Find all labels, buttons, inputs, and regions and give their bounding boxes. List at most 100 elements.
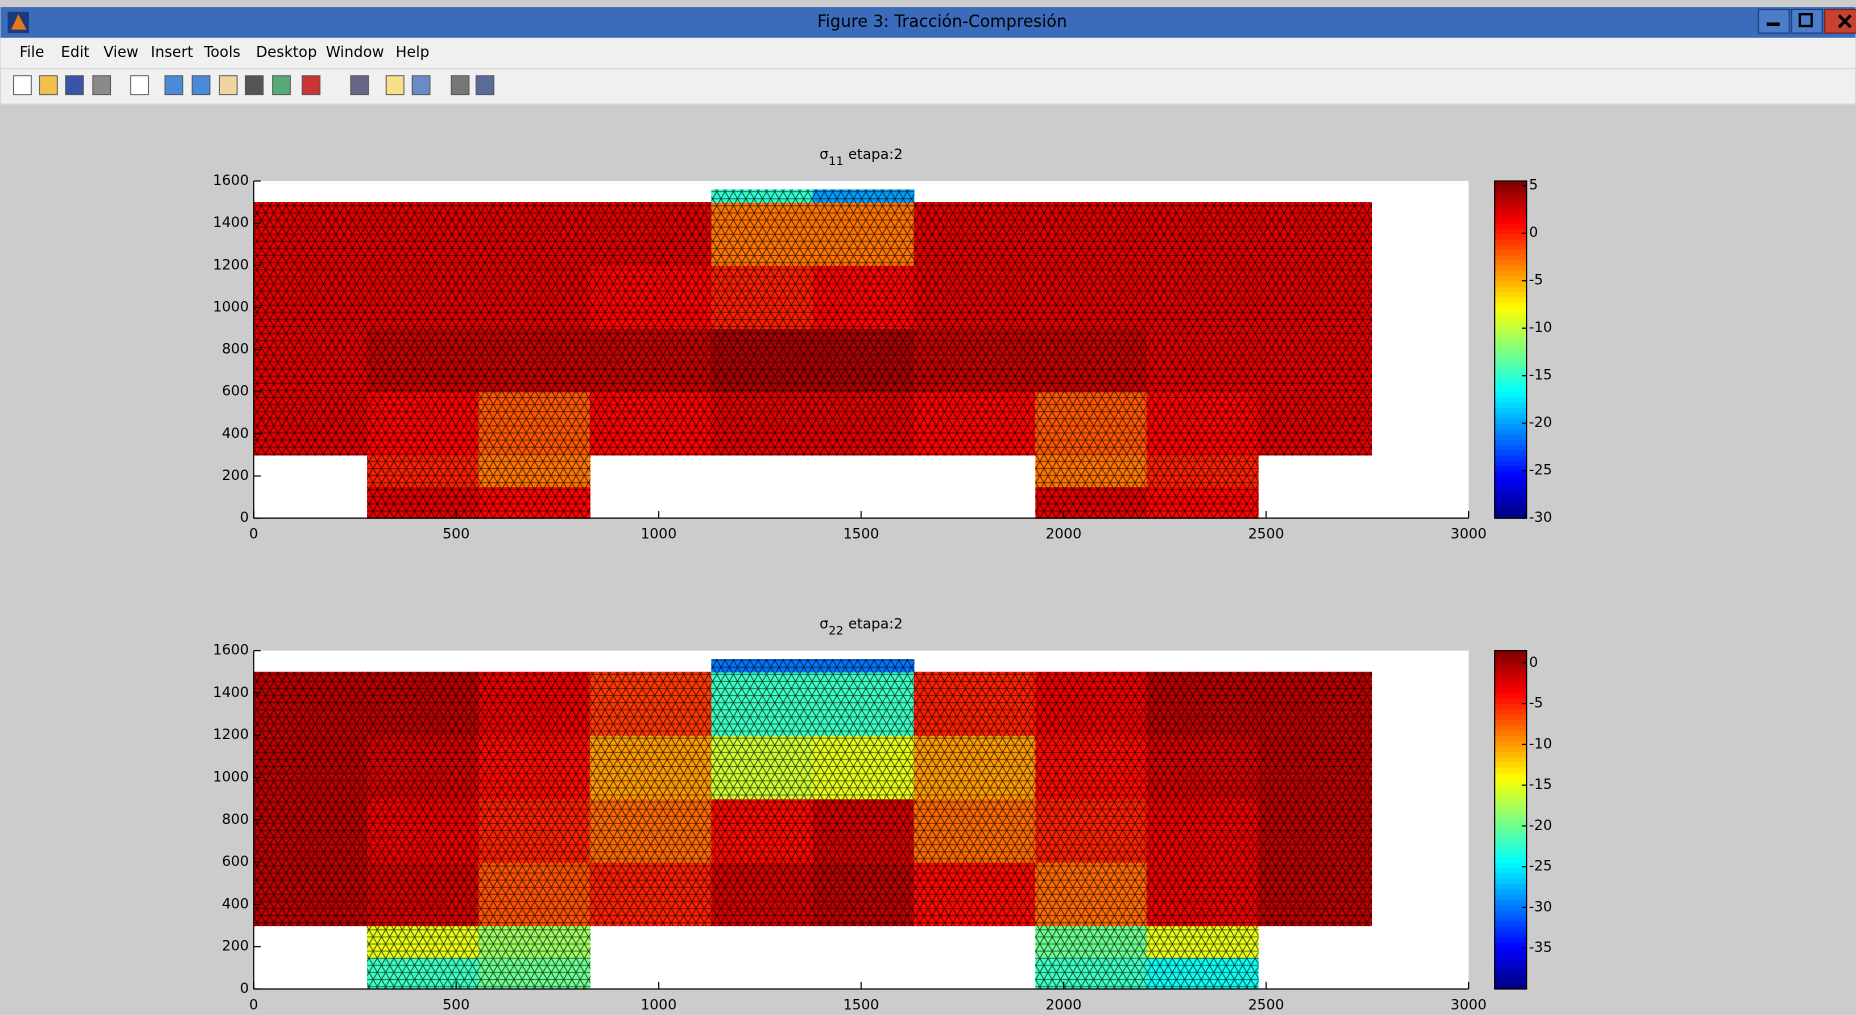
toolbar-button[interactable] [386,76,404,95]
mesh-overlay [1035,799,1147,863]
mesh-overlay [1258,799,1372,863]
menu-item[interactable]: Tools [203,44,240,61]
colorbar-swatch [1495,307,1527,313]
colorbar-swatch [1495,249,1527,255]
colorbar-swatch [1495,228,1527,234]
y-tick-label: 1600 [213,643,249,659]
toolbar-button[interactable] [476,76,494,95]
colorbar-swatch [1495,735,1527,741]
toolbar-button[interactable] [273,76,291,95]
colorbar-swatch [1495,465,1527,471]
close-button[interactable] [1825,9,1856,33]
toolbar-button[interactable] [131,76,149,95]
colorbar-swatch [1495,767,1527,773]
menu-item[interactable]: Insert [151,44,194,61]
mesh-overlay [1035,957,1147,989]
colorbar-swatch [1495,688,1527,694]
toolbar-button[interactable] [93,76,111,95]
menu-item[interactable]: Desktop [256,44,317,61]
y-tick-label: 1000 [213,770,249,786]
colorbar-swatch [1495,197,1527,203]
colorbar-swatch [1495,302,1527,308]
mesh-overlay [914,265,1036,329]
toolbar-button[interactable] [412,76,430,95]
colorbar-swatch [1495,471,1527,477]
colorbar-swatch [1495,746,1527,752]
mesh-overlay [711,799,813,863]
x-tick-label: 1000 [641,998,677,1014]
toolbar-button[interactable] [245,76,263,95]
toolbar-button[interactable] [351,76,369,95]
colorbar-swatch [1495,360,1527,366]
mesh-overlay [590,735,712,799]
colorbar-swatch [1495,677,1527,683]
toolbar-button[interactable] [165,76,183,95]
y-tick-label: 0 [240,510,249,526]
colorbar-swatch [1495,714,1527,720]
colorbar-swatch [1495,693,1527,699]
colorbar-swatch [1495,429,1527,435]
mesh-overlay [813,799,915,863]
y-tick-label: 1000 [213,299,249,315]
mesh-overlay [367,455,479,487]
minimize-button[interactable] [1758,9,1789,33]
menu-item[interactable]: View [103,44,138,61]
colorbar-swatch [1495,418,1527,424]
colorbar-swatch [1495,286,1527,292]
mesh-overlay [711,672,813,736]
mesh-overlay [711,202,813,266]
mesh-overlay [1035,672,1147,736]
title-text: etapa:2 [848,617,903,633]
menu-item[interactable]: File [19,44,44,61]
colorbar-swatch [1495,862,1527,868]
mesh-overlay [813,328,915,392]
title-text: etapa:2 [848,147,903,163]
colorbar-swatch [1495,793,1527,799]
colorbar-swatch [1495,968,1527,974]
x-tick-label: 2500 [1248,998,1284,1014]
colorbar-swatch [1495,481,1527,487]
colorbar-tick-label: -5 [1529,273,1543,289]
colorbar-tick-label: 5 [1529,178,1538,194]
mesh-overlay [478,265,590,329]
mesh-overlay [1147,487,1259,519]
mesh-overlay [367,265,479,329]
mesh-overlay [711,659,813,672]
colorbar-swatch [1495,799,1527,805]
y-tick-label: 1200 [213,257,249,273]
mesh-overlay [367,799,479,863]
toolbar-button[interactable] [14,76,32,95]
x-tick-label: 3000 [1451,527,1487,543]
colorbar-swatch [1495,344,1527,350]
menu-item[interactable]: Window [326,44,384,61]
mesh-overlay [1035,202,1147,266]
colorbar-swatch [1495,867,1527,873]
mesh-overlay [914,799,1036,863]
toolbar-button[interactable] [302,76,320,95]
toolbar-button[interactable] [192,76,210,95]
colorbar-swatch [1495,386,1527,392]
toolbar-button[interactable] [40,76,58,95]
colorbar-swatch [1495,392,1527,398]
x-tick-label: 0 [249,998,258,1014]
mesh-overlay [1258,862,1372,926]
menu-item[interactable]: Edit [61,44,90,61]
toolbar-button[interactable] [451,76,469,95]
colorbar-swatch [1495,772,1527,778]
colorbar-swatch [1495,931,1527,937]
colorbar-swatch [1495,460,1527,466]
y-tick-label: 200 [222,468,249,484]
toolbar-button[interactable] [219,76,237,95]
colorbar-swatch [1495,213,1527,219]
mesh-overlay [478,672,590,736]
colorbar-swatch [1495,350,1527,356]
colorbar-swatch [1495,292,1527,298]
colorbar-swatch [1495,365,1527,371]
colorbar-swatch [1495,973,1527,979]
menu-item[interactable]: Help [396,44,430,61]
colorbar-swatch [1495,355,1527,361]
mesh-overlay [1147,957,1259,989]
y-tick-label: 1400 [213,215,249,231]
x-tick-label: 0 [249,527,258,543]
toolbar-button[interactable] [66,76,84,95]
